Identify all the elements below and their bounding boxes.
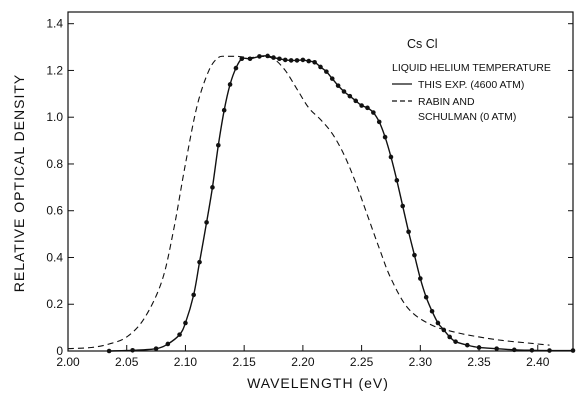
data-point: [547, 348, 552, 353]
x-tick-label: 2.10: [174, 355, 198, 369]
data-point: [465, 342, 470, 348]
data-point: [294, 58, 300, 63]
series-line-rabin-schulman: [67, 55, 550, 350]
data-point: [382, 134, 388, 140]
data-point: [329, 76, 335, 81]
data-point: [353, 98, 359, 104]
x-tick-label: 2.25: [350, 355, 374, 369]
data-point: [371, 110, 376, 115]
x-axis-title: WAVELENGTH (eV): [247, 375, 389, 391]
data-point: [376, 119, 382, 125]
data-point: [300, 57, 306, 63]
data-point: [106, 348, 112, 354]
data-point: [570, 348, 576, 353]
x-tick-label: 2.20: [291, 355, 315, 369]
y-tick-label: 0: [56, 344, 63, 358]
data-point: [412, 252, 417, 258]
y-tick-label: 1.0: [46, 110, 63, 124]
series-group: [67, 53, 576, 354]
data-point: [418, 276, 423, 281]
data-point: [197, 259, 202, 265]
legend-entry-this-exp: THIS EXP. (4600 ATM): [418, 79, 524, 91]
data-point: [130, 347, 135, 353]
x-tick-label: 2.40: [526, 355, 550, 369]
data-point: [335, 83, 341, 88]
legend-entry-rabin-line2: SCHULMAN (0 ATM): [418, 111, 516, 123]
data-point: [233, 65, 239, 71]
axes: RELATIVE OPTICAL DENSITY WAVELENGTH (eV): [11, 11, 574, 391]
data-point: [359, 103, 364, 108]
x-tick-label: 2.35: [467, 355, 491, 369]
data-point: [177, 332, 182, 337]
data-point: [529, 347, 535, 353]
data-point: [239, 56, 245, 62]
data-point: [476, 345, 482, 350]
data-point: [204, 220, 209, 225]
data-point: [191, 292, 196, 298]
y-tick-label: 0.2: [46, 297, 63, 311]
data-point: [216, 142, 221, 148]
data-point: [341, 89, 347, 94]
y-tick-label: 1.4: [46, 17, 63, 31]
y-tick-label: 0.6: [46, 204, 63, 218]
data-point: [511, 347, 517, 353]
data-point: [288, 58, 294, 63]
y-tick-label: 1.2: [46, 63, 63, 77]
legend: Cs Cl LIQUID HELIUM TEMPERATURE THIS EXP…: [392, 37, 551, 123]
legend-subtitle: LIQUID HELIUM TEMPERATURE: [392, 62, 551, 74]
plot-frame: [67, 11, 574, 352]
data-point: [153, 346, 159, 351]
data-point: [324, 69, 329, 74]
data-point: [277, 56, 282, 62]
tick-group: 2.00 2.05 2.10 2.15 2.20 2.25 2.30 2.35 2.40 0 0.2…: [46, 17, 573, 369]
data-point: [394, 178, 400, 183]
x-tick-label: 2.00: [56, 355, 80, 369]
data-point: [221, 107, 227, 113]
data-point: [312, 59, 317, 65]
data-point: [494, 346, 499, 351]
data-point: [183, 320, 188, 326]
y-axis-title: RELATIVE OPTICAL DENSITY: [11, 74, 27, 293]
x-tick-label: 2.05: [115, 355, 139, 369]
data-point: [400, 203, 406, 209]
data-point: [365, 105, 370, 111]
data-point: [453, 339, 458, 344]
data-point: [347, 93, 353, 99]
data-point: [435, 320, 441, 326]
y-tick-label: 0.8: [46, 157, 63, 171]
data-point: [429, 308, 435, 314]
data-point: [447, 334, 452, 340]
data-point: [227, 82, 233, 87]
data-point: [423, 294, 429, 300]
legend-title: Cs Cl: [407, 37, 438, 51]
series-line-this-exp: [109, 55, 574, 352]
data-point: [210, 185, 215, 190]
data-point: [318, 64, 323, 70]
x-tick-label: 2.15: [232, 355, 256, 369]
data-point: [165, 341, 171, 347]
data-point: [388, 154, 394, 160]
data-point: [406, 229, 411, 235]
y-tick-label: 0.4: [46, 250, 63, 264]
x-tick-label: 2.30: [409, 355, 433, 369]
data-point: [306, 58, 312, 64]
data-point: [282, 57, 288, 63]
legend-entry-rabin-line1: RABIN AND: [418, 96, 475, 108]
